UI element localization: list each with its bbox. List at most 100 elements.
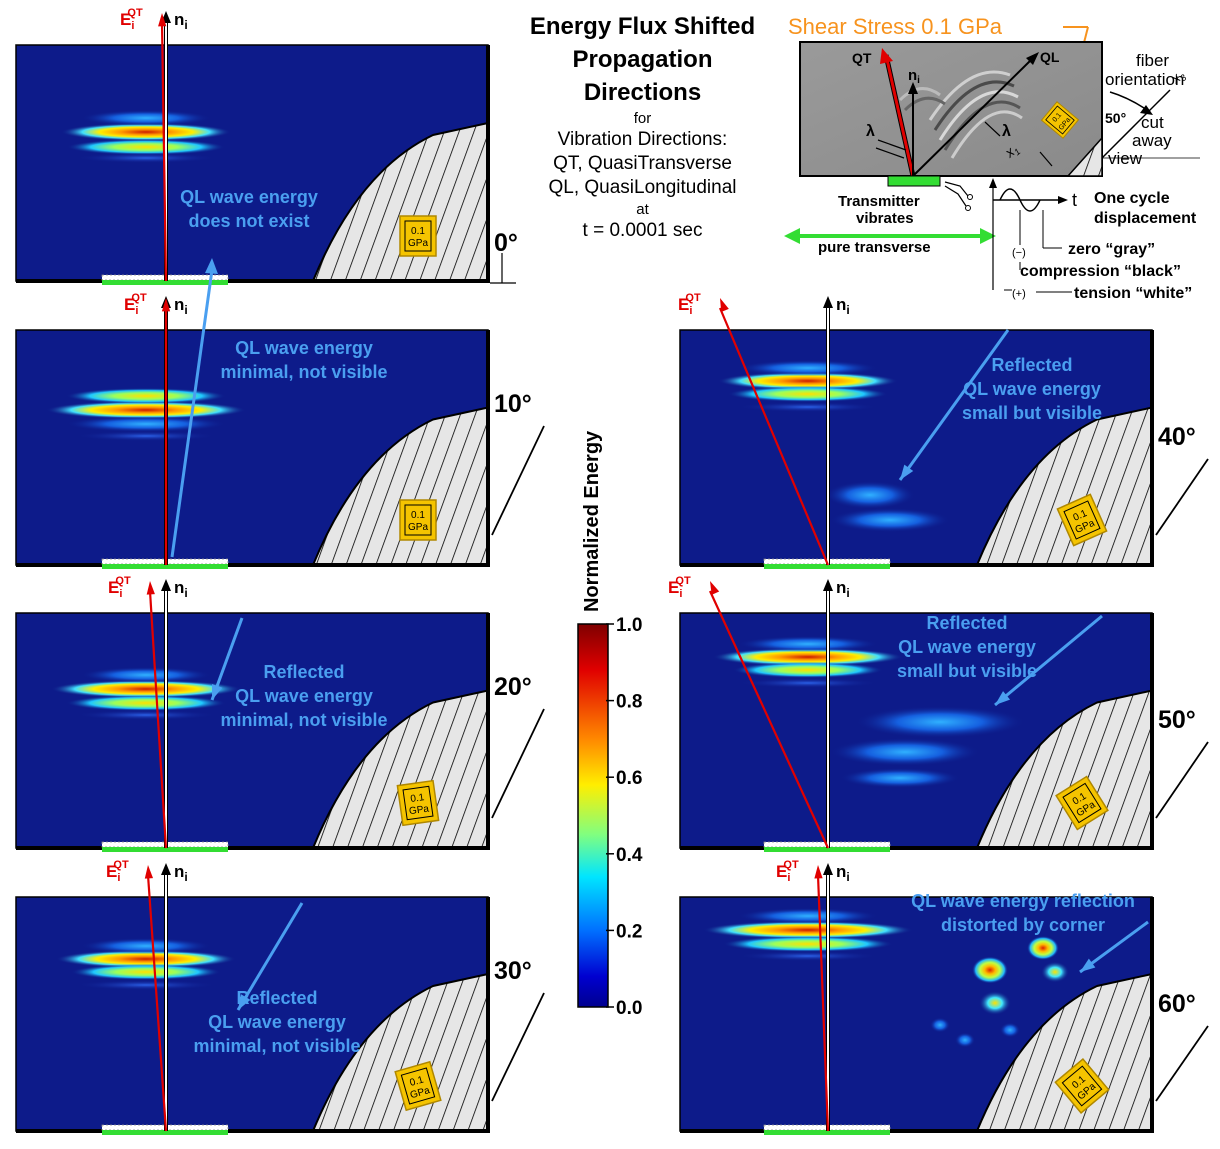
reflected-spot: [955, 1032, 975, 1048]
stress-value: 0.1: [409, 1074, 426, 1089]
title-line-1: Energy Flux Shifted: [529, 13, 756, 40]
angle-label: 40°: [1158, 423, 1196, 451]
wave-band: [733, 662, 883, 678]
qt-energy-arrow: [709, 590, 829, 849]
one-cycle-label-1: One cycle: [1094, 190, 1170, 207]
title-line-2: Propagation: [572, 46, 713, 73]
wave-band: [713, 648, 903, 666]
ni-label: ni: [836, 578, 850, 600]
reflected-spot: [979, 991, 1011, 1015]
reflected-arrowhead: [995, 691, 1011, 705]
ni-label: ni: [174, 295, 188, 317]
wave-band-faint: [738, 951, 878, 961]
colorbar: 1.0 0.8 0.6 0.4 0.2 0.0 Normalized Energy: [577, 430, 643, 1019]
annotation-line: minimal, not visible: [193, 1036, 360, 1056]
angle-leader: [491, 425, 545, 536]
colorbar-label: Normalized Energy: [581, 430, 603, 612]
schematic: Shear Stress 0.1 GPa QT ni QL λ: [784, 14, 1200, 302]
transmitter-label-2: vibrates: [856, 210, 914, 227]
ql-arrow: [170, 269, 214, 558]
cut-label-2: away: [1132, 131, 1172, 150]
wave-band: [703, 921, 913, 939]
stress-unit: GPa: [409, 1085, 432, 1101]
reflected-spot: [972, 956, 1008, 984]
annotation-line: Reflected: [926, 613, 1007, 633]
stress-value: 0.1: [411, 510, 425, 521]
reflected-energy: [830, 508, 950, 532]
wave-band-faint: [738, 402, 878, 412]
zero-gray-label: zero “gray”: [1068, 241, 1155, 258]
eqt-label: EiQT: [120, 7, 143, 32]
annotation-line: does not exist: [188, 211, 309, 231]
qt-energy-arrow: [148, 590, 168, 849]
figure-title: Energy Flux Shifted Propagation Directio…: [500, 10, 785, 243]
plus-label: (+): [1012, 288, 1026, 300]
eqt-label: EiQT: [678, 292, 701, 317]
reflected-spot: [930, 1017, 950, 1033]
wave-band: [738, 360, 878, 376]
angle-leader: [1155, 458, 1209, 536]
shear-stress-label: Shear Stress 0.1 GPa: [788, 14, 1003, 39]
wave-band: [718, 372, 898, 390]
annotation-line: small but visible: [962, 403, 1102, 423]
transmitter-label-1: Transmitter: [838, 193, 920, 210]
pure-transverse-label: pure transverse: [818, 239, 931, 256]
wave-band: [738, 908, 878, 924]
cut-label-3: view: [1108, 149, 1143, 168]
wave-band: [51, 680, 241, 698]
reflected-energy: [840, 768, 960, 788]
stress-value: 0.1: [411, 226, 425, 237]
colorbar-tick-label: 0.2: [616, 921, 642, 942]
ql-arrowhead: [205, 258, 218, 274]
title-vibration: Vibration Directions:: [557, 129, 728, 150]
reflected-energy: [825, 481, 915, 509]
angle-leader: [1155, 741, 1209, 819]
normal-arrowhead: [161, 863, 171, 875]
wave-band-faint: [76, 153, 216, 163]
wave-band: [728, 386, 888, 402]
angle-label: 50°: [1158, 706, 1196, 734]
angle-leader: [1155, 1025, 1209, 1102]
ni-label: ni: [174, 862, 188, 884]
wave-band: [66, 416, 226, 432]
ni-label: ni: [174, 10, 188, 32]
angle-label: 10°: [494, 390, 532, 418]
svg-text:0.1: 0.1: [1052, 112, 1064, 124]
title-qt: QT, QuasiTransverse: [553, 153, 732, 174]
stress-value: 0.1: [1072, 508, 1090, 524]
title-line-3: Directions: [583, 79, 702, 106]
annotation-line: QL wave energy: [963, 379, 1101, 399]
schematic-ql-label: QL: [1040, 49, 1060, 65]
fiber-label-2: orientation: [1105, 70, 1184, 89]
eqt-label: EiQT: [776, 859, 799, 884]
stress-unit: GPa: [408, 238, 428, 249]
annotation-line: distorted by corner: [941, 915, 1105, 935]
wave-band: [66, 695, 226, 711]
angle-label: 30°: [494, 957, 532, 985]
title-for: for: [633, 110, 652, 127]
eqt-label: EiQT: [108, 575, 131, 600]
qt-arrowhead: [814, 865, 823, 879]
colorbar-tick-label: 1.0: [616, 615, 642, 636]
reflected-arrowhead: [900, 464, 914, 480]
colorbar-gradient: [577, 623, 609, 1008]
wave-band: [723, 936, 893, 952]
qt-arrowhead: [161, 298, 171, 312]
minus-label: (−): [1012, 247, 1026, 259]
ni-label: ni: [836, 295, 850, 317]
transmitter-bar: [764, 1130, 890, 1135]
cutaway-region: [975, 689, 1153, 849]
ni-label: ni: [174, 578, 188, 600]
reflected-spot: [1041, 961, 1069, 983]
